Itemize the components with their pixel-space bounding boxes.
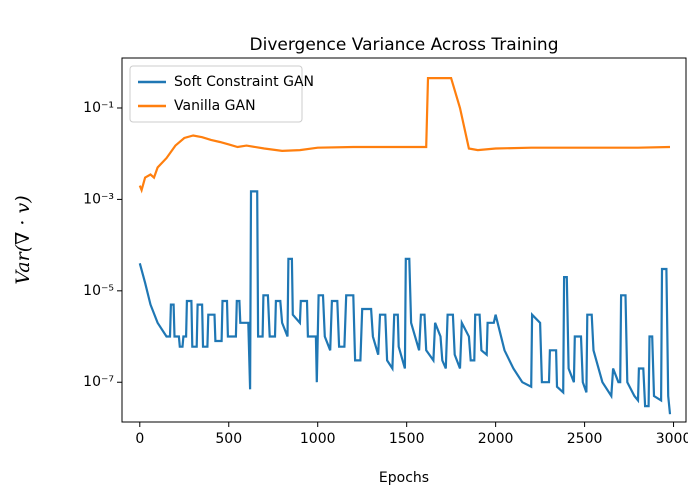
x-axis-label: Epochs [379, 470, 429, 486]
x-tick-label: 0 [135, 431, 144, 447]
x-tick-label: 2500 [567, 431, 603, 447]
y-tick-label: 10⁻¹ [83, 100, 114, 116]
legend-label: Vanilla GAN [174, 98, 256, 114]
y-axis-label: Var(∇ · v) [12, 195, 34, 284]
series-line [138, 77, 671, 194]
x-tick-label: 3000 [656, 431, 688, 447]
y-tick-label: 10⁻³ [83, 191, 114, 207]
y-tick-label: 10⁻⁷ [83, 374, 114, 390]
legend-box [129, 65, 303, 123]
x-tick-label: 2000 [478, 431, 514, 447]
chart-title: Divergence Variance Across Training [250, 35, 559, 55]
series-line [138, 190, 672, 415]
plot-frame [121, 57, 687, 423]
x-tick-label: 1500 [389, 431, 425, 447]
y-tick-label: 10⁻⁵ [83, 283, 114, 299]
x-tick-label: 500 [215, 431, 242, 447]
x-tick-label: 1000 [300, 431, 336, 447]
legend-label: Soft Constraint GAN [174, 74, 314, 90]
